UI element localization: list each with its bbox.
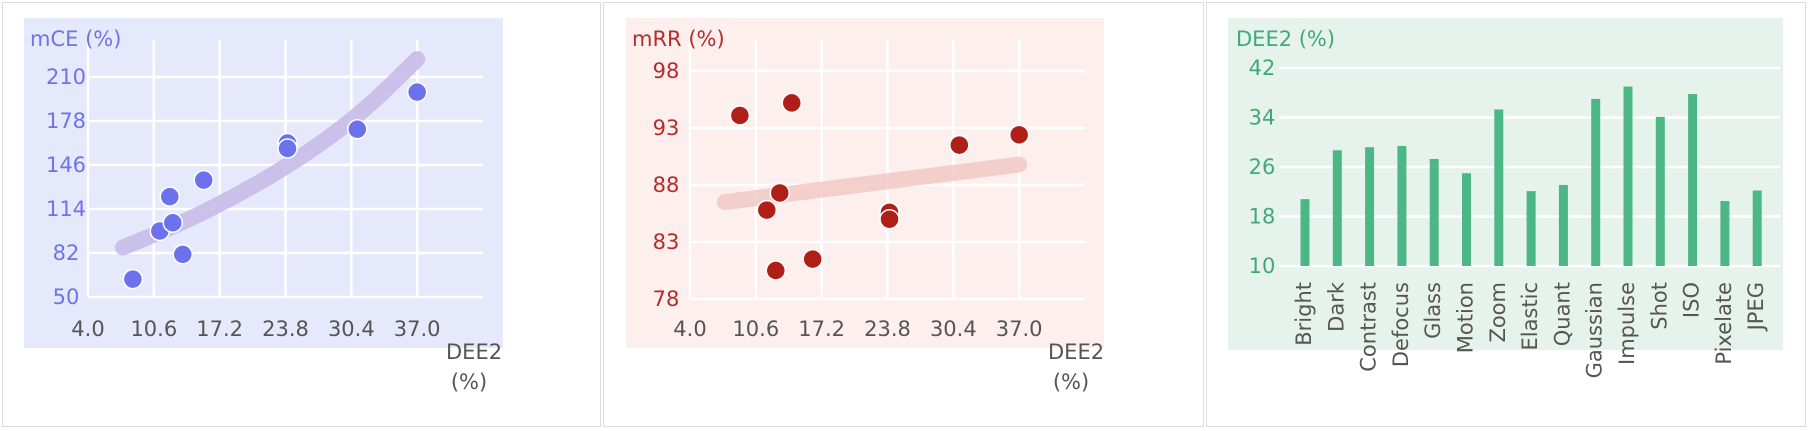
dee2-category-label: Defocus	[1389, 282, 1413, 367]
mrr-x-tick-label: 30.4	[930, 317, 977, 341]
dee2-bar	[1623, 86, 1633, 266]
dee2-y-tick-label: 42	[1249, 56, 1276, 80]
mce-data-point	[193, 169, 214, 191]
dee2-bar	[1332, 150, 1342, 266]
dee2-category-label: Contrast	[1357, 282, 1381, 372]
dee2-category-label: ISO	[1680, 282, 1704, 318]
mce-x-tick-label: 4.0	[71, 317, 104, 341]
mce-y-tick-label: 50	[53, 285, 80, 309]
dee2-category-label: Pixelate	[1712, 282, 1736, 365]
mrr-x-tick-label: 4.0	[673, 317, 706, 341]
dee2-category-label: Bright	[1292, 282, 1316, 346]
mrr-y-tick-label: 88	[653, 173, 680, 197]
dee2-y-tick-label: 26	[1249, 155, 1276, 179]
mrr-x-tick-label: 23.8	[864, 317, 911, 341]
mce-x-tick-label: 23.8	[262, 317, 309, 341]
dee2-bar	[1591, 98, 1601, 266]
mce-x-tick-label: 37.0	[394, 317, 441, 341]
mrr-y-tick-label: 83	[653, 230, 680, 254]
mrr-y-axis-title: mRR (%)	[632, 27, 725, 51]
mrr-data-point	[1008, 124, 1030, 146]
dee2-y-tick-label: 18	[1249, 205, 1276, 229]
mrr-data-point	[769, 182, 791, 204]
mrr-data-point	[729, 105, 751, 126]
dee2-bar	[1655, 116, 1665, 266]
mrr-data-point	[756, 199, 778, 221]
dee2-y-tick-label: 34	[1249, 106, 1276, 130]
dee2-bar	[1752, 190, 1762, 266]
dee2-bar	[1720, 201, 1730, 266]
mce-data-point	[406, 81, 428, 103]
mrr-data-point	[949, 134, 970, 156]
mrr-data-point	[802, 248, 823, 270]
dee2-bar	[1397, 145, 1407, 266]
mce-x-tick-label: 17.2	[196, 317, 243, 341]
mce-data-point	[347, 119, 368, 140]
mce-data-point	[162, 212, 184, 233]
dee2-category-label: Elastic	[1518, 282, 1542, 351]
mce-y-tick-label: 210	[46, 65, 86, 89]
dee2-y-axis-title: DEE2 (%)	[1236, 27, 1335, 51]
dee2-bar	[1429, 158, 1439, 266]
dee2-bar	[1462, 173, 1471, 266]
mrr-data-point	[879, 208, 900, 230]
mrr-y-tick-label: 93	[653, 116, 680, 140]
mrr-x-tick-label: 17.2	[798, 317, 845, 341]
mce-data-point	[172, 244, 194, 265]
dee2-category-label: Impulse	[1615, 282, 1639, 365]
dee2-category-label: Gaussian	[1583, 282, 1607, 378]
mce-y-tick-label: 178	[46, 109, 86, 133]
mce-y-axis-title: mCE (%)	[30, 27, 121, 51]
dee2-bar	[1558, 184, 1568, 266]
mce-x-axis-unit: (%)	[451, 370, 487, 394]
dee2-bar	[1494, 109, 1504, 266]
dee2-category-label: Quant	[1550, 282, 1574, 346]
dee2-bar	[1526, 191, 1536, 266]
mrr-y-tick-label: 78	[653, 287, 680, 311]
mce-data-point	[122, 268, 144, 290]
dee2-category-label: Glass	[1421, 282, 1445, 339]
dee2-category-label: Motion	[1454, 282, 1478, 353]
mce-x-tick-label: 10.6	[130, 317, 177, 341]
mce-y-tick-label: 82	[53, 241, 80, 265]
mce-y-tick-label: 146	[46, 153, 86, 177]
mrr-x-axis-title: DEE2	[1048, 340, 1104, 364]
mce-x-axis-title: DEE2	[446, 340, 502, 364]
mrr-y-tick-label: 98	[653, 59, 680, 83]
dee2-category-label: Zoom	[1486, 282, 1510, 343]
dee2-category-label: Shot	[1647, 282, 1671, 330]
dee2-bar	[1365, 147, 1375, 266]
dee2-y-tick-label: 10	[1249, 254, 1276, 278]
mrr-data-point	[781, 92, 802, 114]
mce-data-point	[159, 186, 181, 207]
dee2-bar	[1688, 93, 1698, 266]
mrr-data-point	[765, 260, 787, 281]
dee2-category-label: Dark	[1324, 281, 1348, 332]
mrr-x-axis-unit: (%)	[1053, 370, 1089, 394]
mrr-x-tick-label: 10.6	[732, 317, 779, 341]
mce-x-tick-label: 30.4	[328, 317, 375, 341]
mce-y-tick-label: 114	[46, 197, 86, 221]
dee2-bar	[1300, 199, 1310, 266]
dee2-category-label: JPEG	[1744, 282, 1768, 332]
mce-data-point	[277, 138, 298, 159]
mrr-x-tick-label: 37.0	[996, 317, 1043, 341]
